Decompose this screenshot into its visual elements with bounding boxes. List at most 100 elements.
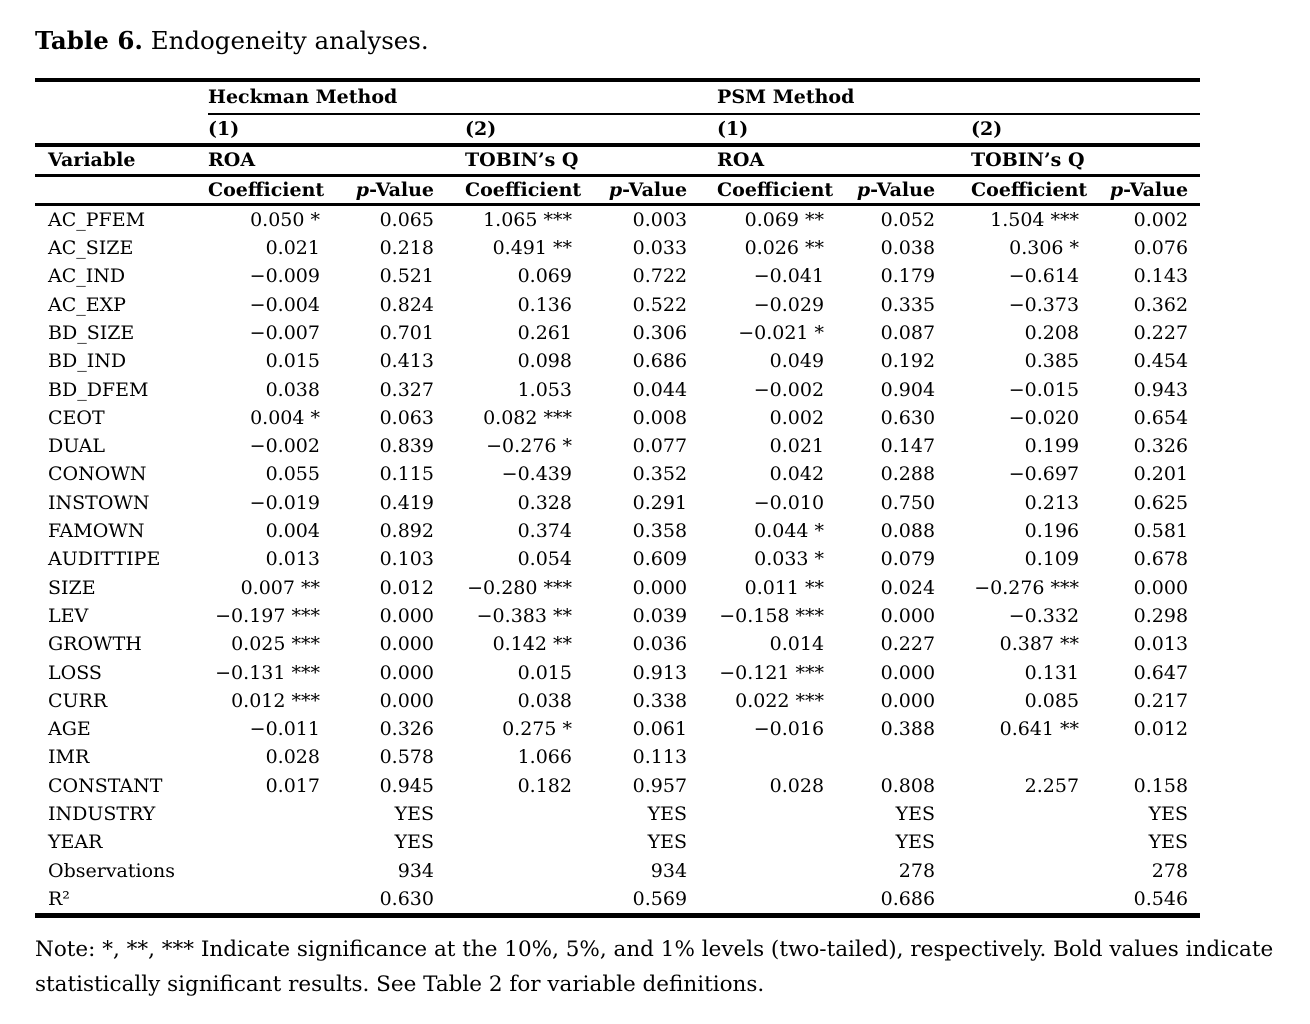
p-value-cell: 0.003 <box>632 208 688 231</box>
coefficient-cell: 0.306 * <box>1009 237 1080 260</box>
p-value-cell: 0.327 <box>379 378 434 401</box>
p-value-cell: 0.192 <box>880 350 936 373</box>
coefficient-cell: −0.158 *** <box>719 604 825 627</box>
variable-cell: R² <box>48 887 70 910</box>
p-value-cell: 0.033 <box>632 237 688 260</box>
p-value-cell: 0.352 <box>632 463 688 486</box>
variable-cell: INDUSTRY <box>48 803 156 825</box>
coefficient-cell: 0.109 <box>1024 548 1080 571</box>
coefficient-cell: −0.614 <box>1008 265 1080 288</box>
p-value-cell: 0.750 <box>880 491 936 514</box>
p-value-cell: 0.063 <box>379 406 434 429</box>
variable-column-header: Variable <box>35 144 208 177</box>
coefficient-cell: 0.004 <box>265 520 320 543</box>
variable-cell: CURR <box>48 689 108 712</box>
p-value-cell: 0.061 <box>632 718 688 741</box>
variable-cell: AC_IND <box>48 265 126 288</box>
coefficient-cell: 0.328 <box>517 491 572 514</box>
variable-cell: YEAR <box>48 831 103 854</box>
p-value-cell: 0.546 <box>1133 887 1189 910</box>
coefficient-cell: 0.015 <box>265 350 320 373</box>
coefficient-cell: 0.050 * <box>250 208 320 231</box>
p-value-cell: 0.326 <box>1133 435 1189 458</box>
italic-letter: p <box>1109 178 1124 201</box>
p-value-cell: 0.000 <box>880 689 936 712</box>
p-value-cell: 0.000 <box>1133 576 1189 599</box>
coefficient-cell: 0.491 ** <box>492 237 572 260</box>
table-row: CONOWN 0.055 0.115 −0.439 0.352 0.042 0.288 −0.… <box>35 460 1200 488</box>
p-value-cell: 0.076 <box>1133 237 1189 260</box>
p-value-cell: 0.000 <box>880 604 936 627</box>
p-value-cell: 0.087 <box>880 321 936 344</box>
p-value-cell: 0.147 <box>880 435 936 458</box>
p-value-cell: 0.521 <box>379 265 434 288</box>
p-value-cell: 0.103 <box>379 548 434 571</box>
coefficient-cell <box>717 885 824 916</box>
table-row: AC_SIZE 0.021 0.218 0.491 ** 0.033 0.026 ** 0.… <box>35 234 1200 262</box>
variable-cell: CEOT <box>48 406 105 429</box>
p-value-cell: 0.115 <box>379 463 434 486</box>
coefficient-cell: 0.055 <box>265 463 320 486</box>
p-value-cell: 0.839 <box>379 435 434 458</box>
p-value-cell: 0.686 <box>632 350 688 373</box>
coefficient-cell: 0.025 *** <box>231 633 320 656</box>
coefficient-cell <box>208 856 320 884</box>
variable-cell: AC_PFEM <box>48 208 146 231</box>
p-value-cell: 0.388 <box>880 718 936 741</box>
p-value-cell: 0.052 <box>880 208 936 231</box>
coefficient-cell: 0.021 <box>769 435 825 458</box>
table-caption-text: Endogeneity analyses. <box>142 26 429 55</box>
coefficient-cell <box>717 743 824 771</box>
coefficient-cell: 0.054 <box>517 548 572 571</box>
method-group-row: Heckman Method PSM Method <box>35 79 1201 115</box>
coefficient-cell <box>717 828 824 856</box>
table-body: AC_PFEM 0.050 * 0.065 1.065 *** 0.003 0.069 *… <box>35 204 1200 915</box>
p-value-cell: 0.291 <box>632 491 688 514</box>
table-row: INSTOWN −0.019 0.419 0.328 0.291 −0.010 0.750 0… <box>35 489 1200 517</box>
coefficient-cell: −0.007 <box>249 321 320 344</box>
coefficient-cell: −0.015 <box>1008 378 1080 401</box>
coefficient-cell: −0.041 <box>753 265 825 288</box>
p-value-cell: 0.824 <box>379 293 434 316</box>
p-value-cell: 0.943 <box>1133 378 1189 401</box>
p-value-cell: 0.326 <box>379 718 434 741</box>
p-value-cell: YES <box>394 803 434 825</box>
p-value-cell: 0.217 <box>1133 689 1189 712</box>
table-row: LEV −0.197 *** 0.000 −0.383 ** 0.039 −0.158 *… <box>35 602 1200 630</box>
p-value-cell: YES <box>895 803 936 825</box>
corner-cell <box>35 175 208 206</box>
coefficient-cell: −0.021 * <box>738 321 825 344</box>
variable-cell: BD_IND <box>48 350 127 373</box>
model-number-header: (2) <box>971 113 1201 147</box>
p-value-cell: 0.578 <box>379 746 434 769</box>
coefficient-cell: 0.208 <box>1024 321 1080 344</box>
variable-cell: LOSS <box>48 661 102 684</box>
coefficient-cell: −0.019 <box>249 491 320 514</box>
coefficient-cell: 0.098 <box>517 350 572 373</box>
coefficient-cell: −0.131 *** <box>215 661 320 684</box>
p-value-cell: 0.609 <box>632 548 688 571</box>
p-value-cell: 0.892 <box>379 520 434 543</box>
p-value-cell: 0.218 <box>379 237 434 260</box>
variable-cell: AUDITTIPE <box>48 548 161 571</box>
p-value-cell: YES <box>394 831 434 854</box>
p-value-cell: 0.227 <box>1133 321 1189 344</box>
coefficient-cell: −0.373 <box>1008 293 1080 316</box>
coefficient-cell: −0.010 <box>753 491 825 514</box>
coefficient-cell: 0.142 ** <box>492 633 572 656</box>
coefficient-cell: 0.028 <box>769 774 825 797</box>
coefficient-cell <box>465 828 572 856</box>
p-value-cell: YES <box>647 831 688 854</box>
p-value-cell: 0.358 <box>632 520 688 543</box>
p-value-cell: 0.569 <box>632 887 688 910</box>
coefficient-cell: −0.439 <box>501 463 572 486</box>
coefficient-cell: 1.504 *** <box>990 208 1080 231</box>
p-value-cell: 0.024 <box>880 576 936 599</box>
p-value-cell: 0.288 <box>880 463 936 486</box>
p-value-cell: 0.201 <box>1133 463 1189 486</box>
coefficient-cell: 0.022 *** <box>735 689 825 712</box>
p-value-cell: 0.362 <box>1133 293 1189 316</box>
p-value-cell <box>1079 743 1200 771</box>
p-value-cell: 0.036 <box>632 633 688 656</box>
